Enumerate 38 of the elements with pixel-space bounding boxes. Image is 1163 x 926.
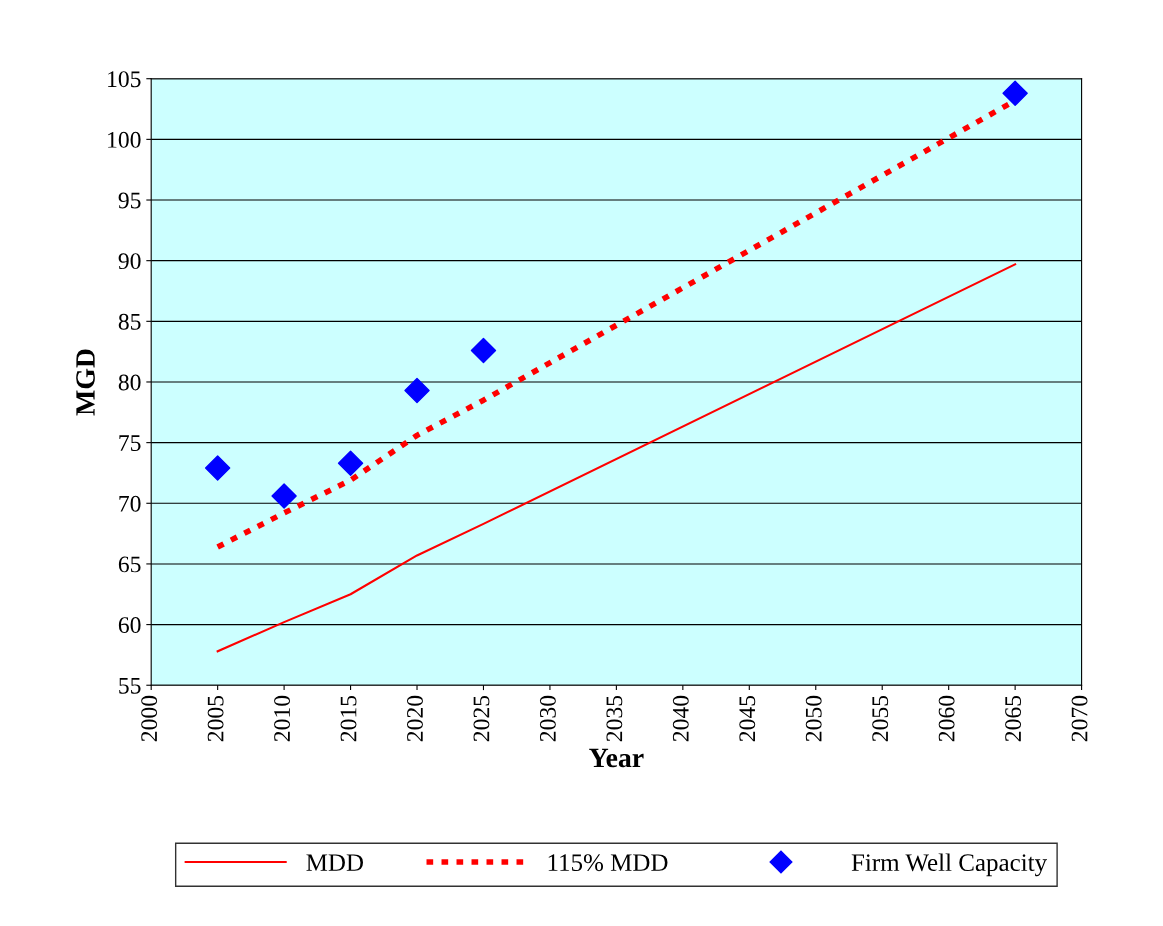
x-tick-label: 2055	[872, 695, 889, 742]
x-tick-label: 2060	[938, 695, 955, 742]
x-tick-label: 2050	[805, 695, 822, 742]
x-tick-label: 2015	[340, 695, 357, 742]
point	[337, 450, 364, 476]
y-tick-label: 85	[118, 313, 141, 330]
point	[204, 455, 231, 481]
legend-label: MDD	[306, 854, 364, 871]
point	[1002, 80, 1028, 106]
point	[470, 337, 497, 364]
x-tick-label: 2005	[207, 695, 224, 742]
x-tick-label: 2030	[539, 695, 556, 742]
y-tick-label: 80	[118, 374, 141, 391]
x-tick-label: 2040	[672, 695, 689, 742]
x-tick-label: 2000	[141, 695, 158, 742]
x-axis-title: Year	[589, 748, 644, 768]
y-tick-label: 75	[119, 435, 141, 452]
x-tick-label: 2045	[739, 695, 756, 742]
y-tick-label: 65	[118, 556, 141, 573]
x-tick-label: 2065	[1005, 695, 1022, 742]
y-tick-label: 70	[119, 495, 141, 512]
legend-label: Firm Well Capacity	[851, 853, 1048, 877]
point	[271, 483, 297, 509]
y-tick-label: 95	[118, 192, 141, 209]
y-axis-title: MGD	[76, 349, 95, 416]
y-tick-label: 90	[118, 253, 141, 270]
y-tick-label: 100	[108, 131, 141, 148]
x-tick-label: 2070	[1071, 695, 1088, 742]
point	[404, 377, 430, 404]
x-tick-label: 2010	[274, 695, 291, 742]
legend-label: 115% MDD	[548, 854, 668, 872]
y-tick-label: 60	[118, 617, 141, 634]
x-tick-label: 2035	[606, 695, 623, 742]
y-tick-label: 105	[108, 71, 141, 88]
x-tick-label: 2025	[473, 695, 490, 742]
x-tick-label: 2020	[406, 695, 423, 742]
line-series	[216, 263, 1017, 653]
y-tick-label: 55	[119, 677, 141, 694]
